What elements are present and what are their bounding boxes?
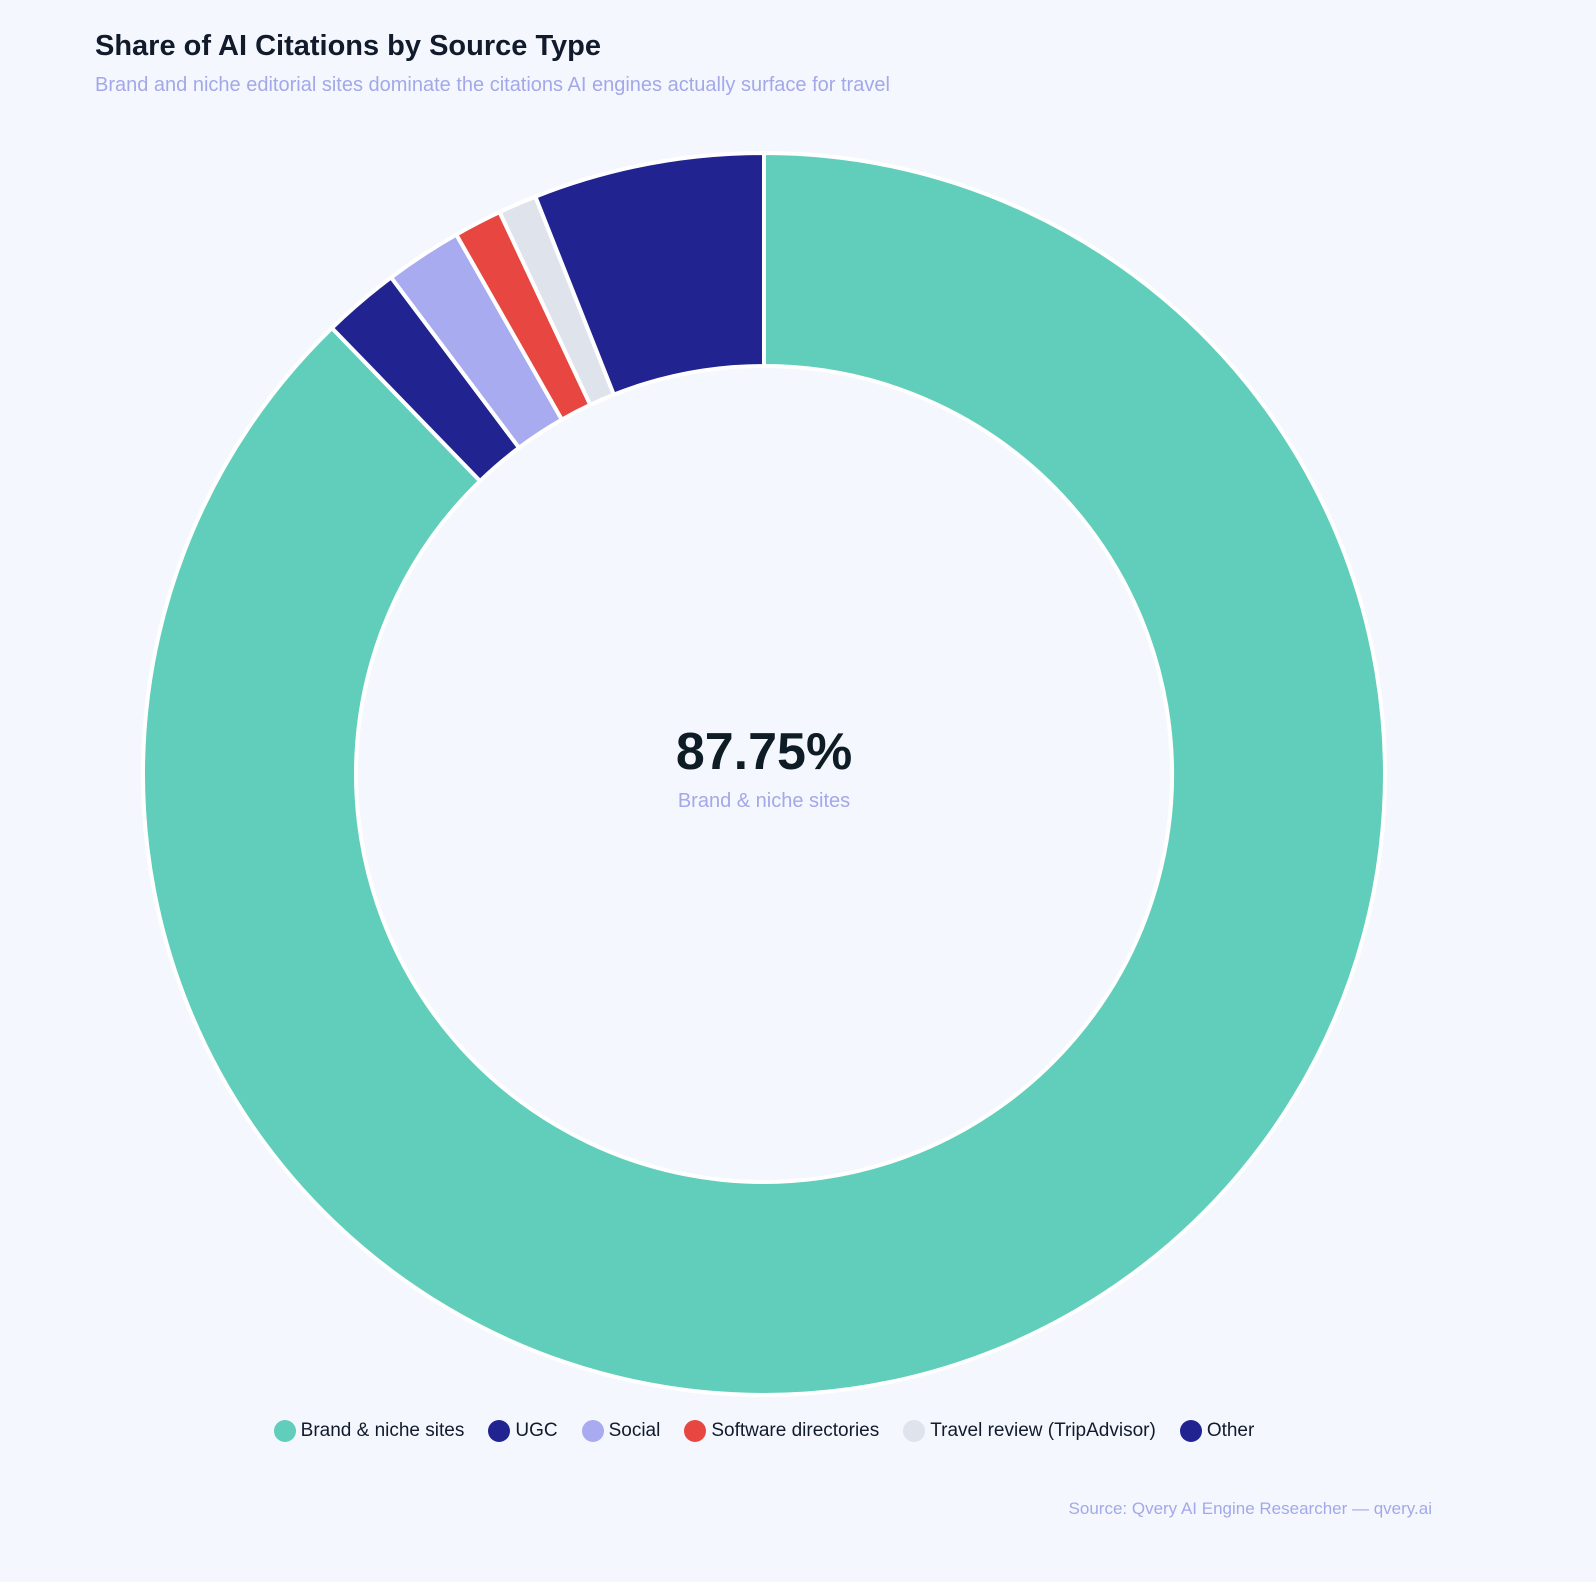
center-label: Brand & niche sites [677,790,851,812]
center-value: 87.75% [675,723,853,781]
legend-label: UGC [515,1420,558,1441]
legend-item-travel-review-tripadvisor[interactable]: Travel review (TripAdvisor) [903,1420,1156,1442]
chart-title: Share of AI Citations by Source Type [95,30,601,62]
legend-item-software-directories[interactable]: Software directories [684,1420,879,1442]
legend-swatch [903,1420,926,1442]
chart-legend: Brand & niche sites UGC Social Software dir… [0,1420,1528,1442]
legend-swatch [581,1420,604,1442]
legend-swatch [1179,1420,1202,1442]
legend-label: Brand & niche sites [300,1420,465,1441]
donut-slice-other[interactable] [533,151,766,397]
legend-item-ugc[interactable]: UGC [488,1420,558,1442]
legend-item-social[interactable]: Social [581,1420,661,1442]
source-note: Source: Qvery AI Engine Researcher — qve… [1068,1499,1432,1518]
legend-item-brand-niche-sites[interactable]: Brand & niche sites [273,1420,465,1442]
legend-label: Social [608,1420,661,1441]
chart-subtitle: Brand and niche editorial sites dominate… [95,74,890,96]
legend-label: Other [1206,1420,1255,1441]
legend-item-other[interactable]: Other [1179,1420,1255,1442]
legend-swatch [273,1420,296,1442]
legend-label: Travel review (TripAdvisor) [930,1420,1156,1441]
legend-label: Software directories [711,1420,880,1441]
legend-swatch [684,1420,707,1442]
donut-slice-brand-niche-sites[interactable] [141,151,1387,1397]
legend-swatch [488,1420,511,1442]
